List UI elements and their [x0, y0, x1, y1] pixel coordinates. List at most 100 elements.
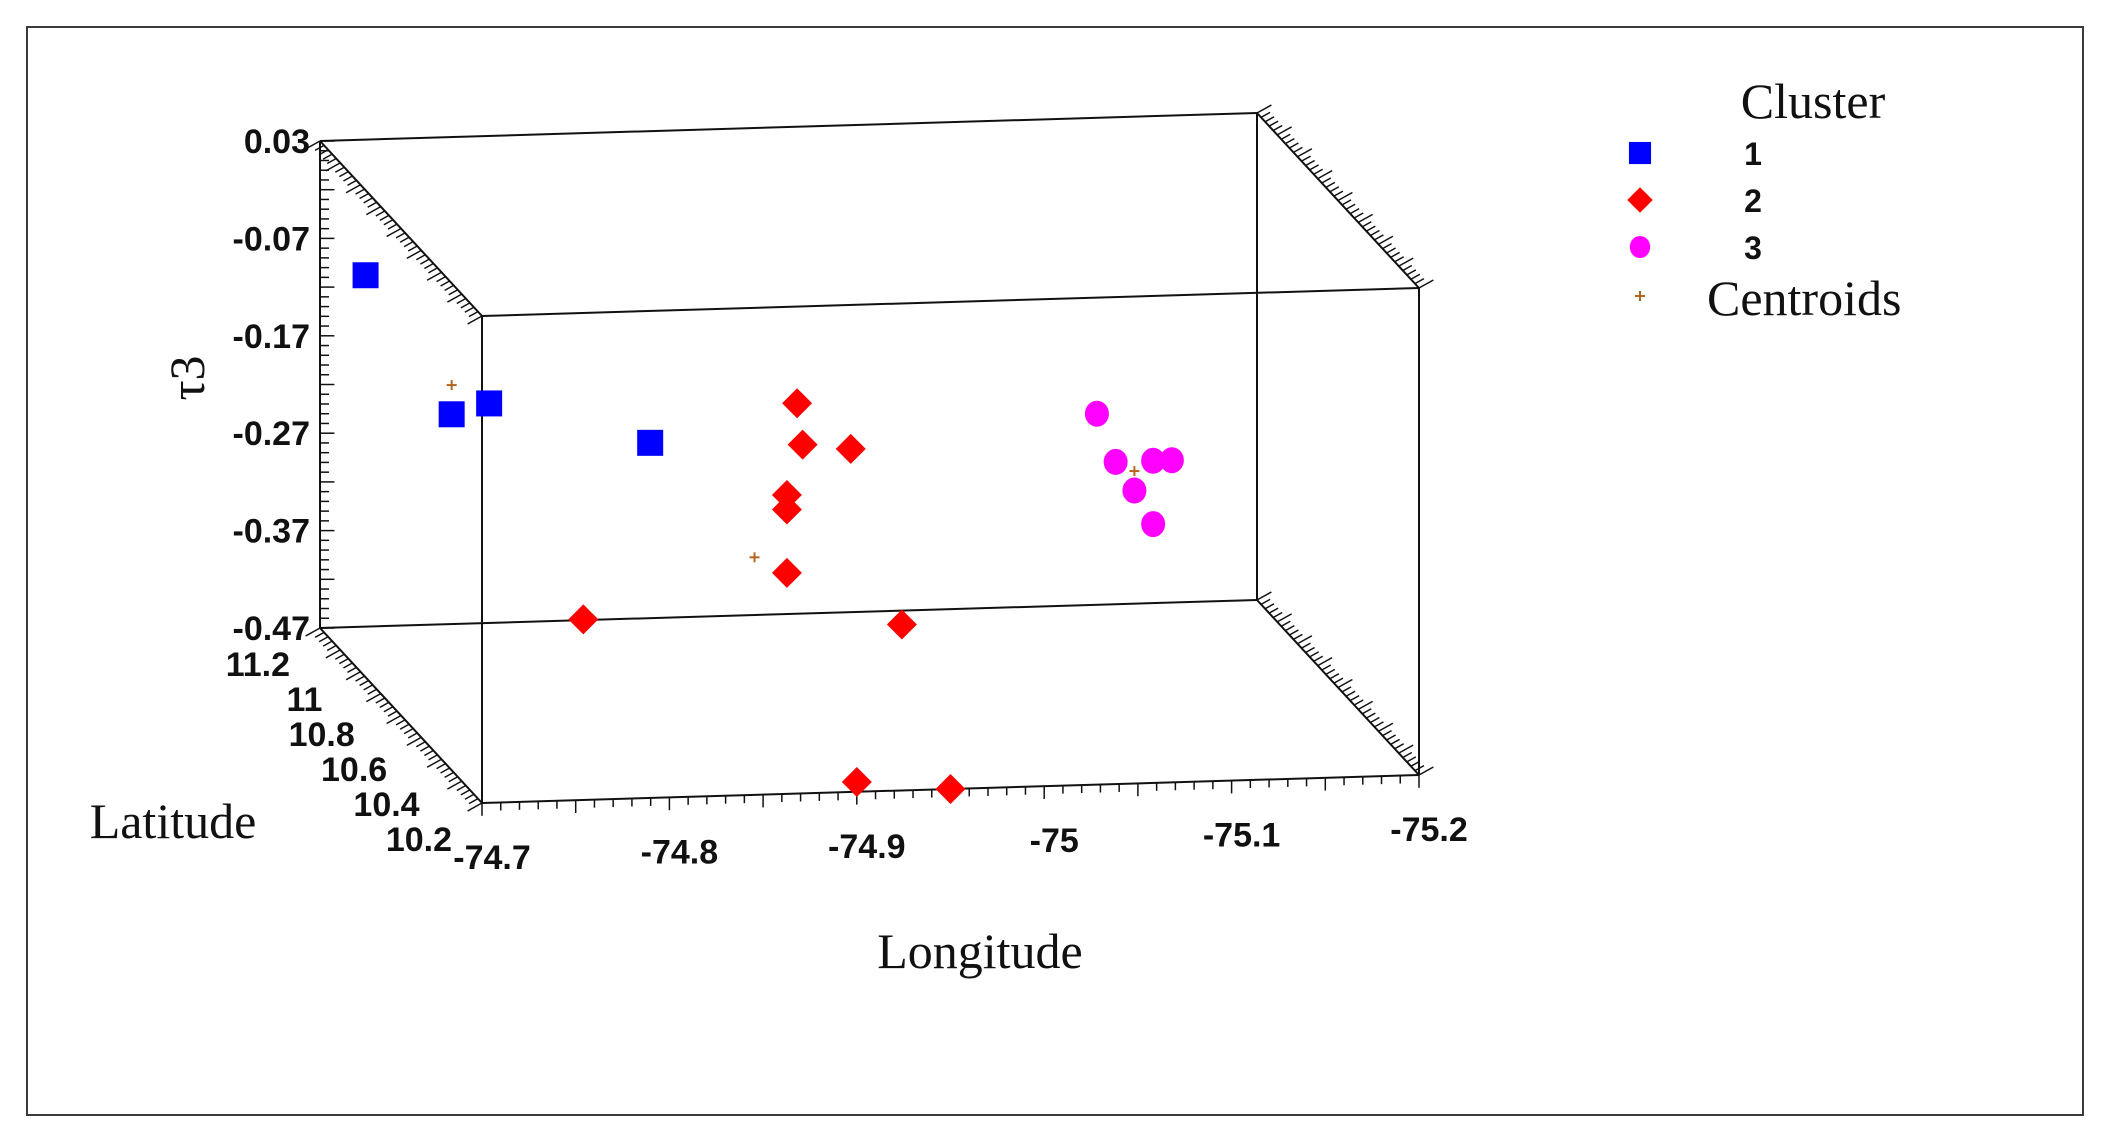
- cluster-3-point: [1141, 511, 1166, 538]
- depth-tick: [460, 789, 471, 796]
- y-tick-label: 10.2: [386, 821, 452, 859]
- x-tick-label: -74.7: [453, 839, 531, 877]
- cluster-3-point: [1159, 447, 1184, 474]
- depth-tick: [1390, 251, 1401, 259]
- depth-tick: [383, 706, 394, 713]
- cluster-1-point: [352, 262, 379, 289]
- depth-tick: [464, 306, 475, 313]
- data-points: [352, 262, 1184, 804]
- depth-tick: [1268, 607, 1279, 614]
- depth-tick: [1260, 111, 1271, 119]
- depth-tick: [1349, 207, 1360, 215]
- cluster-2-point: [787, 429, 818, 460]
- depth-tick: [1402, 751, 1413, 759]
- depth-tick: [1349, 694, 1360, 702]
- depth-tick: [1293, 146, 1303, 154]
- z-tick-label: -0.17: [233, 318, 311, 356]
- legend-marker-3: [1629, 235, 1651, 259]
- depth-tick: [1305, 159, 1315, 167]
- depth-tick: [1374, 721, 1384, 728]
- axis-ticks: [305, 104, 1434, 816]
- depth-tick: [436, 762, 446, 770]
- cluster-3-point: [1141, 447, 1166, 474]
- depth-tick: [444, 284, 455, 292]
- depth-tick: [1382, 242, 1392, 250]
- depth-tick: [1333, 190, 1344, 197]
- depth-tick: [322, 153, 333, 160]
- depth-tick: [399, 236, 410, 243]
- depth-tick: [1386, 734, 1396, 741]
- depth-tick: [347, 179, 357, 187]
- depth-tick: [345, 184, 361, 194]
- cluster-2-point: [568, 604, 599, 635]
- depth-tick: [1353, 699, 1364, 706]
- depth-tick: [1357, 700, 1374, 711]
- depth-tick: [1382, 729, 1392, 737]
- x-tick-label: -75.2: [1390, 811, 1468, 849]
- depth-tick: [305, 140, 321, 150]
- cluster-3-point: [1084, 400, 1109, 427]
- depth-tick: [1390, 738, 1401, 746]
- depth-tick: [1280, 620, 1291, 627]
- depth-tick: [1341, 686, 1352, 693]
- depth-tick: [1345, 203, 1356, 210]
- depth-tick: [343, 662, 353, 669]
- depth-tick: [426, 758, 442, 768]
- legend: Cluster 1 2 3 Centroids: [1627, 73, 1901, 326]
- box-frame: [319, 112, 1420, 804]
- depth-tick: [1418, 279, 1434, 289]
- depth-tick: [426, 271, 442, 281]
- centroid-marker: [1129, 466, 1140, 477]
- y-tick-label: 11.2: [226, 646, 290, 684]
- depth-tick: [365, 205, 382, 216]
- depth-tick: [406, 249, 422, 260]
- depth-tick: [1361, 221, 1372, 228]
- depth-tick: [1301, 155, 1311, 162]
- x-tick-label: -74.8: [641, 833, 719, 871]
- depth-tick: [314, 631, 325, 639]
- depth-tick: [1345, 690, 1356, 697]
- cluster-2-point: [835, 433, 866, 464]
- depth-tick: [1325, 668, 1336, 676]
- cluster-2-point: [841, 767, 872, 798]
- x-axis-title: Longitude: [877, 923, 1083, 979]
- depth-tick: [383, 219, 394, 226]
- cluster-2-point: [771, 494, 802, 525]
- depth-tick: [359, 679, 369, 687]
- depth-tick: [440, 767, 450, 774]
- depth-tick: [325, 649, 341, 659]
- depth-tick: [407, 245, 418, 252]
- depth-tick: [1414, 764, 1425, 772]
- cluster-2-point: [935, 774, 966, 804]
- depth-tick: [363, 197, 374, 204]
- depth-tick: [1410, 273, 1421, 280]
- cluster-1-point: [637, 429, 664, 456]
- depth-tick: [1268, 120, 1279, 127]
- depth-tick: [415, 741, 426, 748]
- cluster-2-point: [771, 557, 802, 588]
- depth-tick: [1374, 234, 1384, 241]
- depth-tick: [419, 258, 430, 265]
- depth-tick: [1276, 126, 1293, 136]
- depth-tick: [1321, 177, 1332, 184]
- depth-tick: [1394, 743, 1405, 750]
- depth-tick: [1313, 168, 1324, 175]
- depth-tick: [1357, 213, 1374, 224]
- depth-tick: [1378, 722, 1394, 732]
- depth-tick: [387, 223, 398, 230]
- depth-tick: [326, 157, 337, 165]
- depth-tick: [387, 710, 398, 717]
- axis-labels: 0.03 -0.07 -0.17 -0.27 -0.37 -0.47 -74.7 -74.8 -…: [90, 123, 1468, 979]
- depth-tick: [1410, 760, 1421, 767]
- depth-tick: [1272, 124, 1283, 132]
- depth-tick: [1333, 677, 1344, 684]
- depth-tick: [367, 201, 378, 208]
- depth-tick: [1414, 277, 1425, 285]
- depth-tick: [1289, 142, 1299, 149]
- depth-tick: [1337, 191, 1353, 202]
- depth-tick: [1297, 635, 1313, 645]
- x-tick-label: -75: [1030, 822, 1079, 860]
- depth-tick: [406, 736, 422, 747]
- depth-tick: [1402, 264, 1413, 272]
